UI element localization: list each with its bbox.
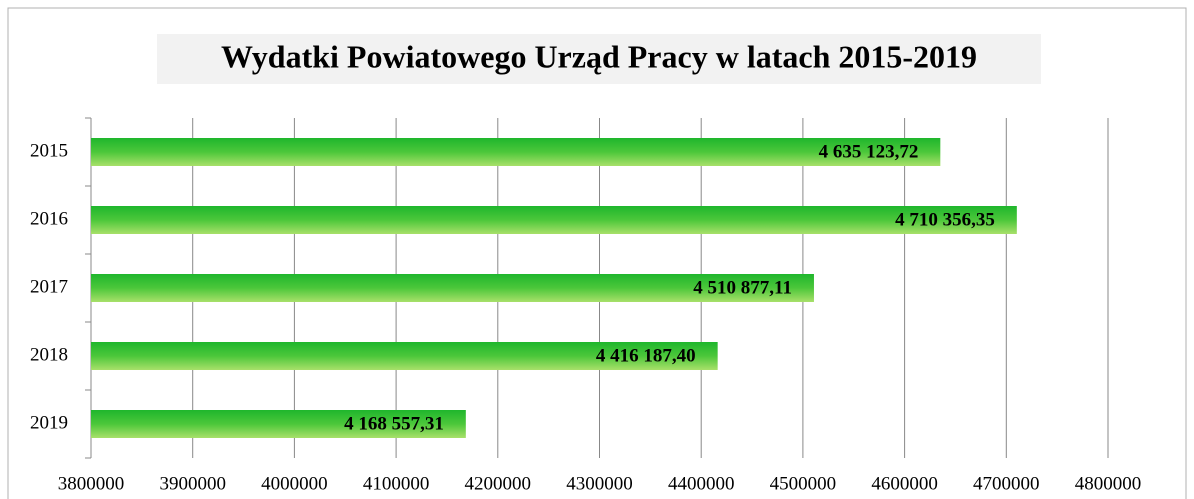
- bar: [91, 410, 466, 438]
- y-tick-label: 2016: [30, 208, 68, 229]
- bar: [91, 342, 718, 370]
- x-tick-label: 4600000: [871, 473, 938, 494]
- x-tick-label: 4000000: [261, 473, 328, 494]
- x-tick-label: 4700000: [973, 473, 1040, 494]
- x-tick-label: 4400000: [668, 473, 735, 494]
- chart-title: Wydatki Powiatowego Urząd Pracy w latach…: [221, 38, 977, 74]
- x-tick-label: 4300000: [566, 473, 633, 494]
- title-box: [157, 34, 1041, 84]
- data-label: 4 510 877,11: [693, 277, 792, 298]
- data-label: 4 710 356,35: [895, 209, 995, 230]
- x-tick-label: 4200000: [465, 473, 532, 494]
- data-label: 4 635 123,72: [819, 141, 919, 162]
- x-tick-label: 4800000: [1075, 473, 1142, 494]
- bar: [91, 274, 814, 302]
- data-label: 4 416 187,40: [596, 345, 696, 366]
- y-tick-label: 2017: [30, 276, 68, 297]
- x-tick-label: 3900000: [159, 473, 226, 494]
- x-tick-label: 3800000: [58, 473, 125, 494]
- x-tick-label: 4500000: [770, 473, 837, 494]
- y-tick-label: 2019: [30, 412, 68, 433]
- x-tick-label: 4100000: [363, 473, 430, 494]
- bar: [91, 138, 941, 166]
- y-tick-label: 2015: [30, 140, 68, 161]
- bar: [91, 206, 1017, 234]
- y-tick-label: 2018: [30, 344, 68, 365]
- data-label: 4 168 557,31: [344, 413, 444, 434]
